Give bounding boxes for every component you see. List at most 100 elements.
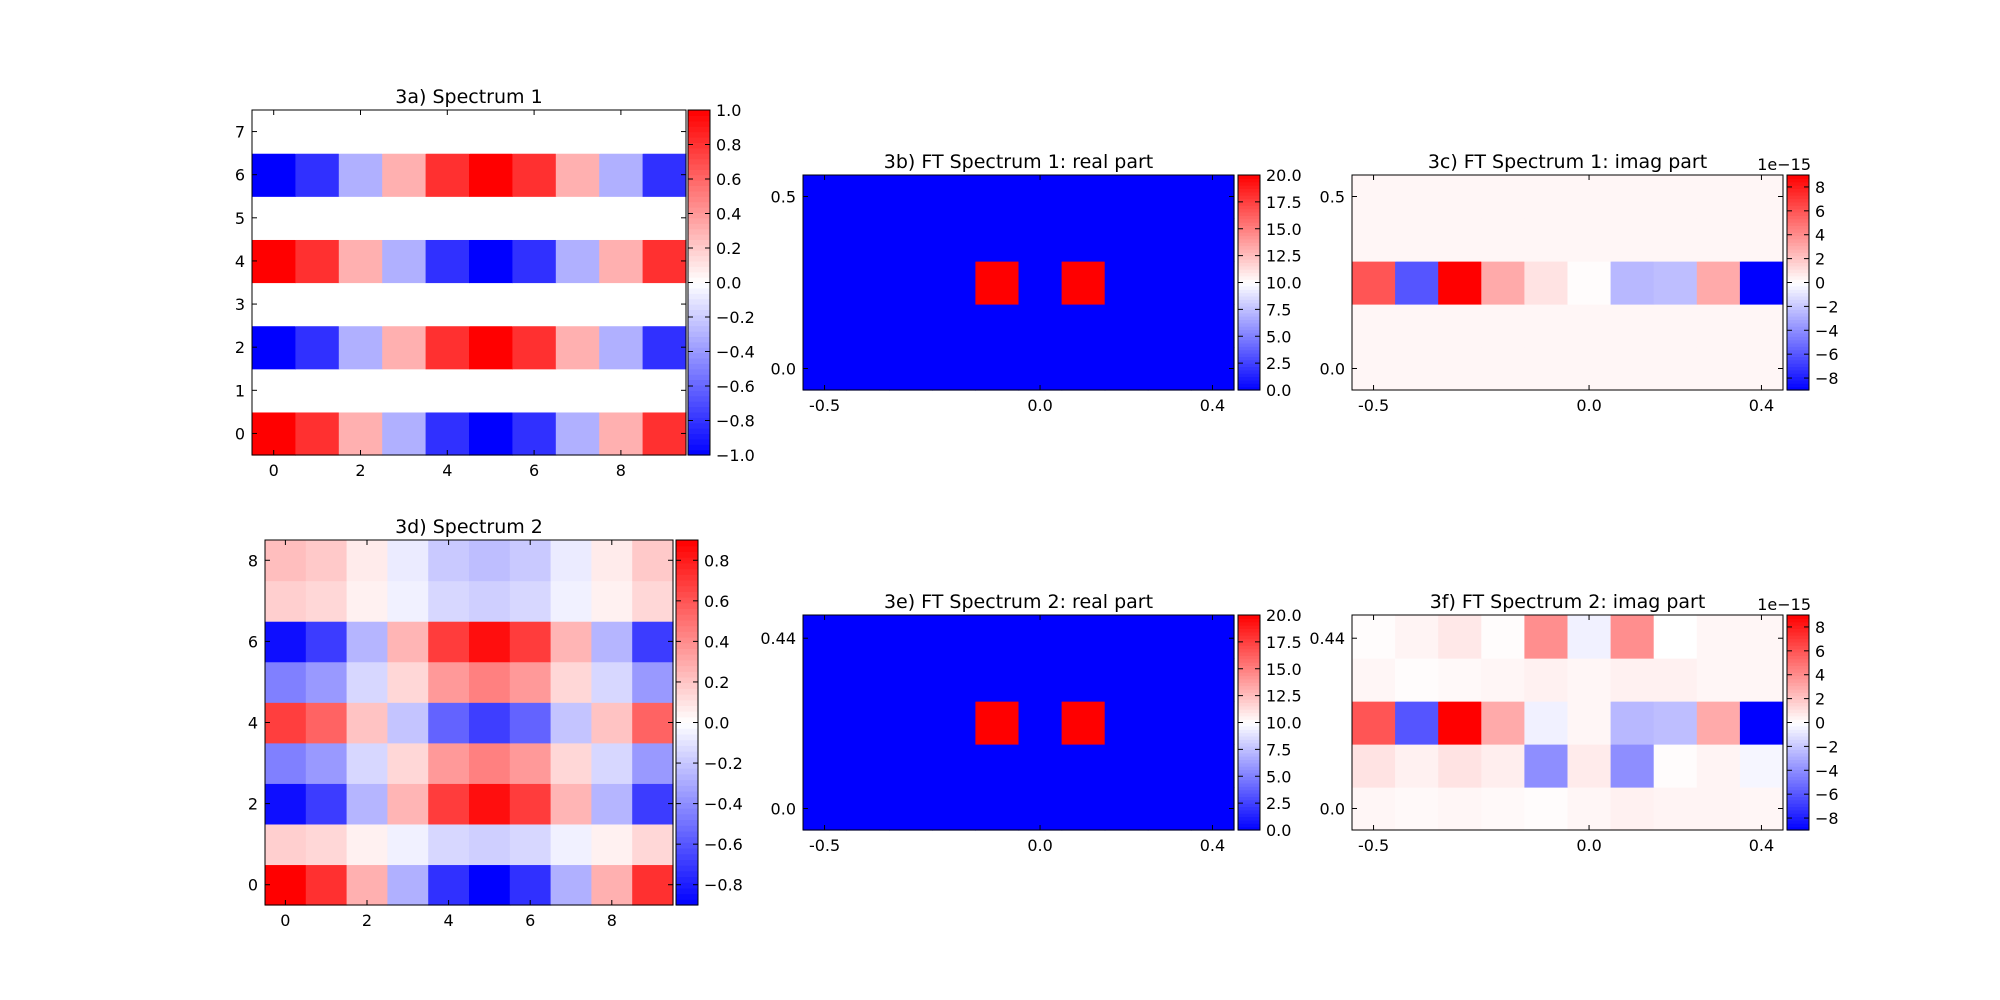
colorbar-segment bbox=[688, 163, 710, 170]
heatmap-cell bbox=[1696, 701, 1741, 745]
colorbar-segment bbox=[1787, 248, 1809, 253]
colorbar-segment bbox=[1787, 282, 1809, 287]
heatmap-cell bbox=[1395, 347, 1439, 391]
heatmap-cell bbox=[1352, 615, 1396, 659]
heatmap-cell bbox=[555, 196, 600, 240]
colorbar-segment bbox=[1238, 322, 1260, 327]
colorbar-segment bbox=[676, 699, 698, 706]
colorbar-segment bbox=[676, 773, 698, 781]
colorbar-segment bbox=[1238, 772, 1260, 777]
colorbar-segment bbox=[1787, 813, 1809, 818]
colorbar-segment bbox=[1238, 225, 1260, 230]
y-tick-label: 0 bbox=[248, 876, 258, 895]
heatmap-cell bbox=[1061, 615, 1106, 659]
colorbar-segment bbox=[676, 830, 698, 838]
colorbar: −8 −6 −4 −2 0 2 4 6 81e−15 bbox=[1757, 595, 1839, 831]
heatmap-cell bbox=[295, 325, 340, 370]
colorbar-segment bbox=[1238, 766, 1260, 771]
heatmap-cell bbox=[1696, 744, 1741, 788]
colorbar-segment bbox=[1787, 638, 1809, 643]
colorbar-segment bbox=[1238, 672, 1260, 677]
heatmap-cell bbox=[803, 218, 847, 262]
colorbar-segment bbox=[1787, 383, 1809, 388]
heatmap-cell bbox=[1524, 701, 1569, 745]
y-tick-label: 6 bbox=[235, 166, 245, 185]
colorbar-segment bbox=[676, 728, 698, 735]
heatmap-cell bbox=[1567, 744, 1612, 788]
colorbar-segment bbox=[1238, 665, 1260, 670]
colorbar-segment bbox=[688, 277, 710, 284]
colorbar-segment bbox=[1787, 621, 1809, 626]
heatmap-cell bbox=[550, 580, 592, 622]
colorbar-segment bbox=[1787, 312, 1809, 317]
colorbar-segment bbox=[1238, 386, 1260, 391]
colorbar-tick-label: 12.5 bbox=[1266, 247, 1302, 266]
y-tick-label: 0.0 bbox=[1320, 360, 1345, 379]
heatmap-cell bbox=[469, 823, 511, 866]
heatmap-cell bbox=[382, 239, 427, 284]
heatmap-cell bbox=[1018, 347, 1063, 391]
colorbar-segment bbox=[1787, 665, 1809, 670]
colorbar-segment bbox=[1238, 662, 1260, 666]
heatmap-cell bbox=[1395, 615, 1439, 659]
heatmap-cell bbox=[469, 742, 511, 784]
heatmap-cell bbox=[1567, 261, 1612, 305]
heatmap-cell bbox=[1438, 304, 1482, 348]
heatmap-cell bbox=[387, 540, 429, 582]
colorbar-segment bbox=[1238, 658, 1260, 663]
heatmap-cell bbox=[1739, 615, 1784, 659]
colorbar-segment bbox=[1238, 292, 1260, 297]
heatmap-cell bbox=[387, 661, 429, 703]
colorbar-segment bbox=[1238, 698, 1260, 703]
heatmap-cell bbox=[1610, 615, 1655, 659]
colorbar-segment bbox=[1787, 655, 1809, 660]
colorbar-segment bbox=[1238, 618, 1260, 623]
heatmap-cell bbox=[1739, 701, 1784, 745]
colorbar-segment bbox=[676, 671, 698, 678]
heatmap-cell bbox=[1481, 304, 1525, 348]
colorbar-segment bbox=[1787, 688, 1809, 693]
colorbar-segment bbox=[1787, 793, 1809, 798]
colorbar-segment bbox=[1787, 191, 1809, 196]
colorbar-segment bbox=[1238, 735, 1260, 740]
colorbar-segment bbox=[1238, 719, 1260, 724]
colorbar-segment bbox=[676, 733, 698, 741]
heatmap-cell bbox=[1147, 658, 1192, 702]
colorbar-segment bbox=[676, 790, 698, 798]
heatmap-cell bbox=[1395, 261, 1439, 305]
heatmap-cell bbox=[1438, 175, 1482, 219]
colorbar-segment bbox=[688, 309, 710, 316]
heatmap-cell bbox=[469, 368, 513, 413]
heatmap-cell bbox=[1104, 175, 1149, 219]
colorbar-segment bbox=[676, 825, 698, 832]
heatmap-cell bbox=[1061, 218, 1106, 262]
heatmap-cell bbox=[1653, 175, 1698, 219]
heatmap-cell bbox=[346, 864, 388, 906]
heatmap-cell bbox=[428, 823, 470, 866]
heatmap-cell bbox=[1739, 744, 1784, 788]
colorbar-segment bbox=[1238, 806, 1260, 811]
colorbar-segment bbox=[1787, 705, 1809, 710]
colorbar-segment bbox=[676, 882, 698, 889]
colorbar-tick-label: 2 bbox=[1815, 690, 1825, 709]
heatmap-cell bbox=[555, 368, 600, 413]
heatmap-cell bbox=[305, 540, 348, 582]
colorbar-segment bbox=[1238, 222, 1260, 226]
heatmap-cell bbox=[932, 218, 976, 262]
colorbar-segment bbox=[1787, 275, 1809, 280]
colorbar-segment bbox=[1787, 205, 1809, 210]
heatmap-cell bbox=[338, 368, 383, 413]
heatmap-cell bbox=[509, 783, 552, 825]
heatmap-cell bbox=[550, 702, 592, 744]
heatmap-cell bbox=[1696, 615, 1741, 659]
colorbar-segment bbox=[688, 174, 710, 181]
heatmap-cell bbox=[599, 282, 644, 327]
heatmap-cell bbox=[975, 347, 1020, 391]
colorbar-tick-label: 7.5 bbox=[1266, 740, 1291, 759]
colorbar-tick-label: 0.8 bbox=[704, 551, 729, 570]
colorbar-segment bbox=[1238, 363, 1260, 368]
heatmap-cell bbox=[632, 580, 674, 622]
heatmap-cell bbox=[1481, 615, 1525, 659]
x-tick-label: 0.0 bbox=[1576, 396, 1601, 415]
colorbar-segment bbox=[1238, 342, 1260, 347]
